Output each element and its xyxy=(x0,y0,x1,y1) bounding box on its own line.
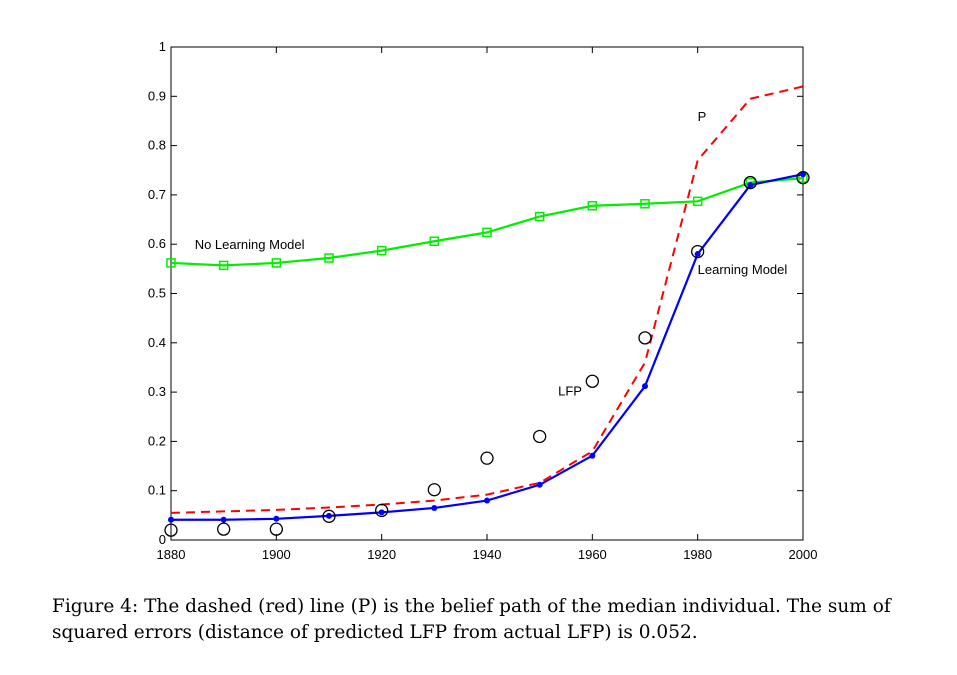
point-no-learning-model xyxy=(429,236,440,246)
y-tick-label: 0.2 xyxy=(148,433,166,448)
annotation-label: LFP xyxy=(558,384,582,399)
annotation-label: Learning Model xyxy=(698,262,788,277)
point-learning-model xyxy=(273,515,280,522)
series-line-p xyxy=(170,85,804,514)
point-learning-model xyxy=(220,516,227,523)
point-lfp xyxy=(322,509,336,523)
point-lfp xyxy=(164,523,178,537)
point-learning-model xyxy=(642,383,648,390)
point-no-learning-model xyxy=(324,253,334,263)
chart: 1880 1900 1920 1940 1960 1980 2000 0 0.1 0.2 0.3 0.… xyxy=(148,39,818,562)
series-line-no-learning-model xyxy=(170,177,804,267)
point-learning-model xyxy=(326,512,332,519)
point-no-learning-model xyxy=(587,200,598,211)
point-no-learning-model xyxy=(166,258,176,268)
y-tick-label: 0.5 xyxy=(148,286,166,301)
y-tick-label: 0.7 xyxy=(148,187,166,202)
point-lfp xyxy=(691,244,705,259)
point-learning-model xyxy=(800,171,806,178)
point-lfp xyxy=(585,374,599,388)
x-tick-label: 1960 xyxy=(578,547,607,562)
point-learning-model xyxy=(168,516,174,523)
point-learning-model xyxy=(431,504,438,511)
x-tick-label: 1980 xyxy=(683,547,712,562)
point-lfp xyxy=(533,429,547,444)
point-learning-model xyxy=(747,182,754,189)
point-lfp xyxy=(743,175,757,190)
y-tick-label: 1 xyxy=(159,39,166,54)
point-learning-model xyxy=(484,497,490,504)
point-lfp xyxy=(427,483,441,497)
point-no-learning-model xyxy=(218,260,229,271)
point-no-learning-model xyxy=(692,196,703,207)
point-no-learning-model xyxy=(271,258,282,268)
point-learning-model xyxy=(694,251,701,258)
y-tick-label: 0 xyxy=(159,532,166,547)
point-no-learning-model xyxy=(640,199,650,209)
x-tick-label: 1900 xyxy=(262,547,291,562)
point-no-learning-model xyxy=(482,227,492,238)
series-layer xyxy=(164,85,810,537)
axis-ticks: 1880 1900 1920 1940 1960 1980 2000 0 0.1 0.2 0.3 0.… xyxy=(148,39,818,562)
y-tick-label: 0.6 xyxy=(148,236,166,251)
point-lfp xyxy=(269,522,283,536)
annotation-label: No Learning Model xyxy=(195,237,305,252)
y-tick-label: 0.9 xyxy=(148,88,166,103)
figure-caption: Figure 4: The dashed (red) line (P) is t… xyxy=(52,596,891,643)
point-lfp xyxy=(480,451,494,465)
point-learning-model xyxy=(536,481,543,488)
x-tick-label: 1920 xyxy=(367,547,396,562)
y-tick-label: 0.1 xyxy=(148,483,166,498)
annotations-layer: P No Learning Model Learning Model LFP xyxy=(195,109,788,399)
x-tick-label: 2000 xyxy=(789,547,818,562)
annotation-label: P xyxy=(698,109,707,124)
point-lfp xyxy=(375,503,389,518)
point-lfp xyxy=(796,170,810,185)
y-tick-label: 0.4 xyxy=(148,335,166,350)
point-lfp xyxy=(217,522,231,536)
point-learning-model xyxy=(378,509,385,516)
x-tick-label: 1940 xyxy=(473,547,502,562)
series-line-learning-model xyxy=(171,173,804,521)
y-tick-label: 0.3 xyxy=(148,384,166,399)
point-lfp xyxy=(638,331,652,345)
point-no-learning-model xyxy=(376,245,387,256)
point-no-learning-model xyxy=(534,211,545,222)
y-tick-label: 0.8 xyxy=(148,138,166,153)
x-tick-label: 1880 xyxy=(157,547,186,562)
plot-area-frame xyxy=(170,46,804,541)
point-learning-model xyxy=(589,452,596,459)
